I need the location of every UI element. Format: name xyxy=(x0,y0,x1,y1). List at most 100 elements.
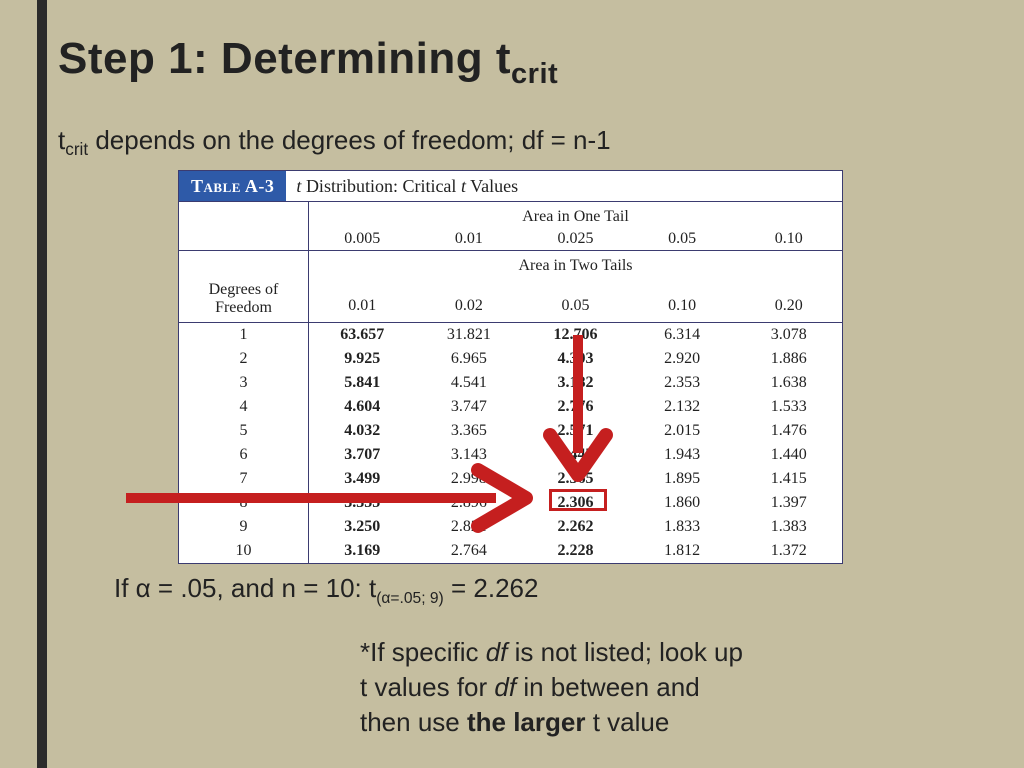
df-cell: 2 xyxy=(179,347,309,371)
fn-3b: t value xyxy=(585,707,669,737)
value-cell: 1.833 xyxy=(629,515,736,539)
value-cell: 2.821 xyxy=(416,515,523,539)
fn-2i: df xyxy=(494,672,516,702)
page-title: Step 1: Determining tcrit xyxy=(58,34,558,91)
onetail-4: 0.10 xyxy=(735,228,842,251)
value-cell: 3.143 xyxy=(416,443,523,467)
two-tail-label: Area in Two Tails xyxy=(309,251,842,279)
fn-1b: is not listed; look up xyxy=(507,637,743,667)
value-cell: 2.228 xyxy=(522,539,629,563)
df-l2: Freedom xyxy=(215,299,272,316)
table-header: Table A-3 t Distribution: Critical t Val… xyxy=(179,171,842,202)
fn-2a: t values for xyxy=(360,672,494,702)
twotail-2: 0.05 xyxy=(522,279,629,323)
t-distribution-table: Table A-3 t Distribution: Critical t Val… xyxy=(178,170,843,564)
df-cell: 1 xyxy=(179,323,309,347)
twotail-0: 0.01 xyxy=(309,279,416,323)
accent-bar xyxy=(37,0,47,768)
value-cell: 4.604 xyxy=(309,395,416,419)
ex-pre: If α = .05, and n = 10: t xyxy=(114,573,376,603)
value-cell: 4.032 xyxy=(309,419,416,443)
value-cell: 1.895 xyxy=(629,467,736,491)
value-cell: 4.541 xyxy=(416,371,523,395)
value-cell: 1.383 xyxy=(735,515,842,539)
value-cell: 2.262 xyxy=(522,515,629,539)
twotail-4: 0.20 xyxy=(735,279,842,323)
cap-rest: Distribution: Critical xyxy=(301,176,461,196)
table-caption: t Distribution: Critical t Values xyxy=(286,171,842,201)
value-cell: 12.706 xyxy=(522,323,629,347)
df-cell: 6 xyxy=(179,443,309,467)
value-cell: 3.250 xyxy=(309,515,416,539)
value-cell: 2.896 xyxy=(416,491,523,515)
value-cell: 1.943 xyxy=(629,443,736,467)
value-cell: 1.372 xyxy=(735,539,842,563)
value-cell: 2.571 xyxy=(522,419,629,443)
one-tail-label: Area in One Tail xyxy=(309,202,842,228)
subtitle: tcrit depends on the degrees of freedom;… xyxy=(58,125,611,160)
blank-header-3 xyxy=(179,251,309,279)
value-cell: 1.415 xyxy=(735,467,842,491)
fn-3a: then use xyxy=(360,707,467,737)
blank-header-2 xyxy=(179,228,309,251)
value-cell: 1.812 xyxy=(629,539,736,563)
value-cell: 1.860 xyxy=(629,491,736,515)
subtitle-rest: depends on the degrees of freedom; df = … xyxy=(88,125,611,155)
df-cell: 8 xyxy=(179,491,309,515)
title-sub: crit xyxy=(511,58,558,90)
table-badge: Table A-3 xyxy=(179,171,286,201)
df-cell: 7 xyxy=(179,467,309,491)
onetail-2: 0.025 xyxy=(522,228,629,251)
value-cell: 1.476 xyxy=(735,419,842,443)
df-cell: 10 xyxy=(179,539,309,563)
value-cell: 1.397 xyxy=(735,491,842,515)
value-cell: 1.886 xyxy=(735,347,842,371)
onetail-3: 0.05 xyxy=(629,228,736,251)
value-cell: 5.841 xyxy=(309,371,416,395)
subtitle-crit: crit xyxy=(65,139,88,159)
fn-1i: df xyxy=(486,637,508,667)
value-cell: 2.920 xyxy=(629,347,736,371)
ex-post: = 2.262 xyxy=(444,573,539,603)
df-cell: 4 xyxy=(179,395,309,419)
fn-2b: in between and xyxy=(516,672,700,702)
onetail-1: 0.01 xyxy=(416,228,523,251)
value-cell: 2.132 xyxy=(629,395,736,419)
cap-tail: Values xyxy=(466,176,518,196)
onetail-0: 0.005 xyxy=(309,228,416,251)
value-cell: 1.638 xyxy=(735,371,842,395)
value-cell: 63.657 xyxy=(309,323,416,347)
value-cell: 1.533 xyxy=(735,395,842,419)
value-cell: 3.078 xyxy=(735,323,842,347)
value-cell: 3.355 xyxy=(309,491,416,515)
value-cell: 3.169 xyxy=(309,539,416,563)
value-cell: 2.447 xyxy=(522,443,629,467)
twotail-1: 0.02 xyxy=(416,279,523,323)
value-cell: 3.747 xyxy=(416,395,523,419)
df-cell: 9 xyxy=(179,515,309,539)
value-cell: 3.182 xyxy=(522,371,629,395)
value-cell: 6.314 xyxy=(629,323,736,347)
example-text: If α = .05, and n = 10: t(α=.05; 9) = 2.… xyxy=(114,573,538,608)
title-main: Step 1: Determining t xyxy=(58,34,511,83)
ex-sub: (α=.05; 9) xyxy=(376,590,444,607)
blank-header xyxy=(179,202,309,228)
twotail-3: 0.10 xyxy=(629,279,736,323)
df-cell: 5 xyxy=(179,419,309,443)
table-grid: Area in One Tail 0.005 0.01 0.025 0.05 0… xyxy=(179,202,842,563)
value-cell: 2.365 xyxy=(522,467,629,491)
value-cell: 3.365 xyxy=(416,419,523,443)
fn-3s: the larger xyxy=(467,707,586,737)
value-cell: 6.965 xyxy=(416,347,523,371)
df-cell: 3 xyxy=(179,371,309,395)
value-cell: 2.764 xyxy=(416,539,523,563)
value-cell: 3.499 xyxy=(309,467,416,491)
df-header: Degrees of Freedom xyxy=(179,279,309,323)
value-cell: 4.303 xyxy=(522,347,629,371)
value-cell: 9.925 xyxy=(309,347,416,371)
value-cell: 31.821 xyxy=(416,323,523,347)
value-cell: 1.440 xyxy=(735,443,842,467)
footnote: *If specific df is not listed; look up t… xyxy=(360,635,840,740)
value-cell: 2.353 xyxy=(629,371,736,395)
value-cell: 2.015 xyxy=(629,419,736,443)
